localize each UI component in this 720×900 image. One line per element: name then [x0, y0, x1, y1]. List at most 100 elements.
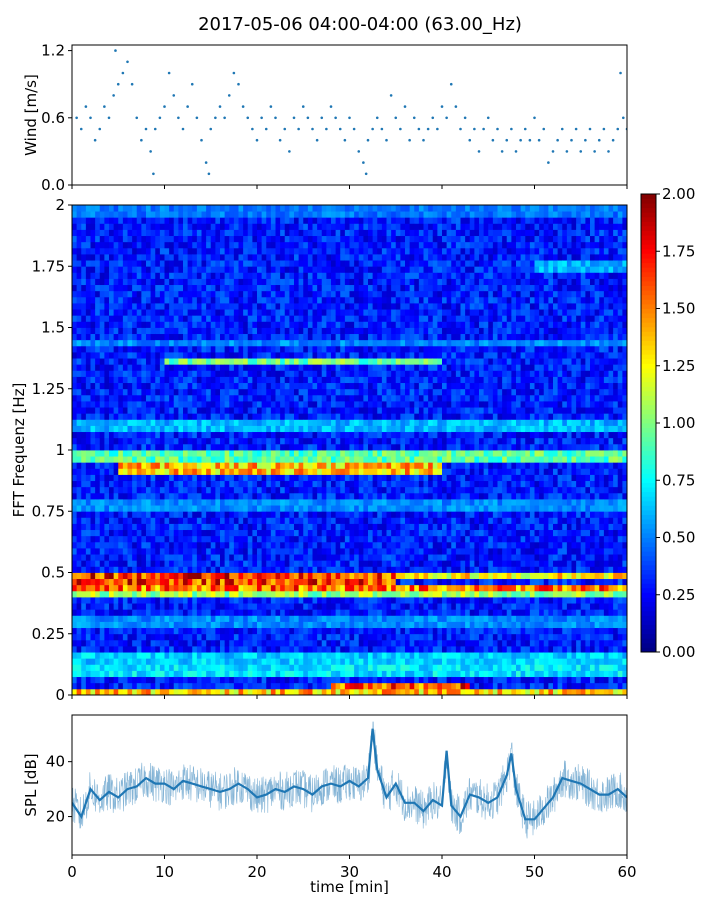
spectrogram-cell	[187, 486, 193, 494]
spectrogram-cell	[136, 456, 142, 463]
spectrogram-cell	[349, 590, 355, 598]
spectrogram-cell	[326, 223, 332, 230]
spectrogram-cell	[335, 388, 341, 396]
spectrogram-cell	[104, 456, 110, 463]
spectrogram-cell	[298, 229, 304, 237]
spectrogram-cell	[201, 548, 207, 555]
spectrogram-cell	[201, 370, 207, 377]
spectrogram-cell	[81, 523, 87, 531]
spectrogram-cell	[280, 462, 286, 469]
spectrogram-cell	[317, 517, 323, 524]
spectrogram-cell	[215, 560, 221, 567]
spectrogram-cell	[349, 505, 355, 512]
spectrogram-cell	[280, 590, 286, 598]
spectrogram-cell	[312, 474, 318, 482]
spectrogram-cell	[307, 456, 313, 463]
spectrogram-cell	[229, 603, 235, 610]
spectrogram-cell	[215, 388, 221, 396]
spectrogram-cell	[183, 431, 189, 439]
spectrogram-cell	[155, 560, 161, 567]
spectrogram-cell	[335, 462, 341, 469]
spectrogram-cell	[229, 211, 235, 218]
spectrogram-cell	[132, 670, 138, 678]
spectrogram-cell	[206, 554, 212, 561]
wind-point	[412, 116, 416, 120]
spectrogram-cell	[238, 621, 244, 629]
spectrogram-cell	[109, 358, 115, 365]
spectrogram-cell	[196, 664, 202, 671]
spectrogram-cell	[178, 364, 184, 371]
spectrogram-cell	[261, 247, 267, 255]
spectrogram-cell	[113, 676, 119, 684]
spectrogram-cell	[331, 254, 337, 261]
spectrogram-cell	[196, 511, 202, 518]
spectrogram-cell	[321, 401, 327, 408]
spectrogram-cell	[335, 431, 341, 439]
spectrogram-cell	[85, 217, 91, 224]
spectrogram-cell	[229, 541, 235, 549]
spectrogram-cell	[201, 658, 207, 665]
spectrogram-cell	[215, 364, 221, 371]
spectrogram-cell	[298, 603, 304, 610]
spectrogram-cell	[289, 584, 295, 592]
spectrogram-cell	[298, 382, 304, 390]
spectrogram-cell	[146, 664, 152, 671]
spectrogram-cell	[243, 456, 249, 463]
spectrogram-cell	[196, 523, 202, 531]
spectrogram-cell	[155, 688, 161, 696]
spectrogram-cell	[284, 517, 290, 524]
spectrogram-cell	[72, 272, 78, 279]
spectrogram-cell	[136, 676, 142, 684]
spectrogram-cell	[270, 394, 276, 402]
spectrogram-cell	[252, 431, 258, 439]
spectrogram-cell	[280, 376, 286, 384]
spectrogram-cell	[220, 572, 226, 580]
spectrogram-cell	[321, 217, 327, 224]
spectrogram-cell	[104, 382, 110, 390]
spectrogram-cell	[266, 676, 272, 684]
spectrogram-cell	[169, 474, 175, 482]
spectrogram-cell	[173, 211, 179, 218]
spectrogram-cell	[169, 303, 175, 310]
spectrogram-cell	[344, 560, 350, 567]
spectrogram-cell	[280, 535, 286, 543]
spectrogram-cell	[270, 290, 276, 298]
spectrogram-cell	[335, 358, 341, 365]
wind-point	[352, 127, 356, 131]
spectrogram-cell	[238, 462, 244, 469]
spectrogram-cell	[150, 419, 156, 426]
spectrogram-cell	[220, 609, 226, 616]
spectrogram-cell	[183, 352, 189, 359]
spectrogram-cell	[247, 633, 253, 641]
spectrogram-cell	[187, 517, 193, 524]
spectrogram-cell	[136, 358, 142, 365]
spectrogram-cell	[340, 560, 346, 567]
spectrogram-cell	[136, 401, 142, 408]
spectrogram-cell	[132, 370, 138, 377]
spectrogram-cell	[317, 462, 323, 469]
spectrogram-cell	[173, 382, 179, 390]
spectrogram-cell	[132, 615, 138, 622]
spectrogram-cell	[284, 376, 290, 384]
spectrogram-cell	[187, 615, 193, 622]
spectrogram-cell	[317, 235, 323, 243]
spectrogram-cell	[340, 462, 346, 469]
spectrogram-cell	[298, 284, 304, 292]
spectrogram-cell	[95, 633, 101, 641]
wind-point	[112, 94, 115, 97]
spectrogram-cell	[317, 382, 323, 390]
spectrogram-cell	[303, 456, 309, 463]
spectrogram-cell	[243, 578, 249, 586]
spectrogram-cell	[215, 394, 221, 402]
spectrogram-cell	[159, 284, 165, 292]
spectrogram-cell	[215, 425, 221, 433]
spectrogram-cell	[155, 492, 161, 500]
spectrogram-cell	[215, 566, 221, 573]
spectrogram-cell	[155, 278, 161, 286]
spectrogram-cell	[317, 333, 323, 341]
spectrogram-cell	[141, 462, 147, 469]
spectrogram-cell	[294, 284, 300, 292]
spectrogram-cell	[349, 603, 355, 610]
spectrogram-cell	[307, 407, 313, 414]
spectrogram-cell	[238, 254, 244, 261]
